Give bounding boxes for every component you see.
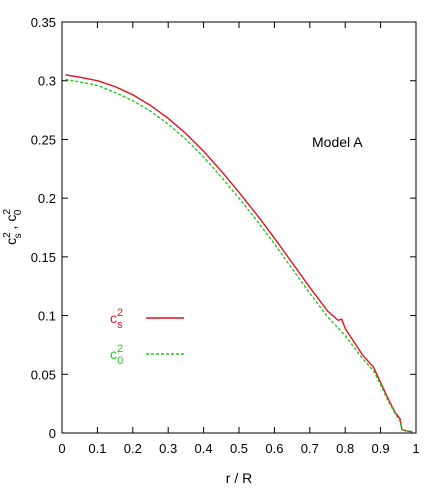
x-tick-label: 0.5 [230, 441, 248, 456]
y-ticks: 0 0.05 0.1 0.15 0.2 0.25 0.3 0.35 [31, 15, 416, 441]
legend-base: c [110, 310, 117, 326]
x-tick-label: 0.9 [372, 441, 390, 456]
x-tick-label: 0.7 [301, 441, 319, 456]
y-tick-label: 0.25 [31, 132, 56, 147]
y-title-sup1: 2 [2, 232, 13, 238]
series-line-0 [65, 74, 413, 433]
x-tick-label: 0.3 [159, 441, 177, 456]
series-line-1 [65, 78, 413, 433]
x-tick-label: 0 [58, 441, 65, 456]
x-tick-label: 0.2 [124, 441, 142, 456]
y-axis-title: c2s , c20 [2, 209, 24, 245]
x-tick-label: 0.1 [88, 441, 106, 456]
x-ticks: 0 0.1 0.2 0.3 0.4 0.5 0.6 0.7 0.8 0.9 1 [58, 22, 420, 456]
y-title-sep: , [3, 222, 19, 234]
y-title-sub2: 0 [13, 209, 24, 215]
y-tick-label: 0.1 [38, 309, 56, 324]
legend: c2 sc2 0 [110, 307, 184, 367]
y-title-sub1: s [13, 233, 24, 238]
x-tick-label: 0.8 [336, 441, 354, 456]
x-axis-title: r / R [226, 470, 252, 486]
y-title-sup2: 2 [2, 209, 13, 215]
annotation-text: Model A [312, 134, 363, 150]
legend-base: c [110, 346, 117, 362]
y-title-c2: c [3, 215, 19, 222]
y-title-c1: c [3, 238, 19, 245]
legend-label-1: c2 0 [110, 343, 123, 367]
legend-sub: 0 [117, 355, 123, 367]
y-tick-label: 0.35 [31, 15, 56, 30]
legend-sup: 2 [117, 343, 123, 355]
plot-frame [61, 21, 417, 434]
series-layer [65, 74, 413, 433]
y-tick-label: 0.05 [31, 367, 56, 382]
legend-sup: 2 [117, 307, 123, 319]
legend-label-0: c2 s [110, 307, 123, 331]
y-tick-label: 0.15 [31, 250, 56, 265]
x-tick-label: 0.6 [265, 441, 283, 456]
y-tick-label: 0 [49, 426, 56, 441]
x-tick-label: 1 [412, 441, 419, 456]
x-tick-label: 0.4 [195, 441, 213, 456]
legend-sub: s [117, 319, 123, 331]
y-tick-label: 0.2 [38, 191, 56, 206]
y-tick-label: 0.3 [38, 74, 56, 89]
